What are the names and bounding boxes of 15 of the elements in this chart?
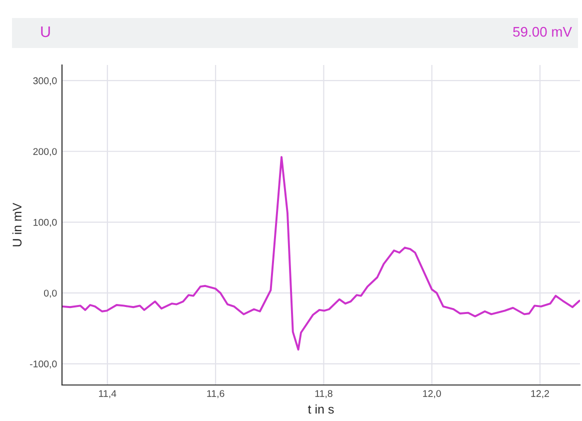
text: 59.00 mV [513,26,572,37]
chart-title: U [41,26,50,38]
y-axis-title: U in mV [12,202,22,246]
x-tick-label: 12,2 [531,390,549,398]
line-series [62,156,580,351]
x-tick-label: 11,6 [207,390,224,398]
x-tick-label: 11,8 [315,390,332,398]
y-tick-label: 200,0 [33,148,57,156]
y-tick-label: 0,0 [44,290,57,298]
y-tick-label: -100,0 [30,360,57,369]
x-tick-label: 11,4 [99,390,116,398]
y-tick-label: 100,0 [34,218,57,227]
y-tick-label: 300,0 [33,77,57,86]
x-tick-label: 12,0 [423,390,441,398]
x-axis-title: t in s [308,404,334,414]
